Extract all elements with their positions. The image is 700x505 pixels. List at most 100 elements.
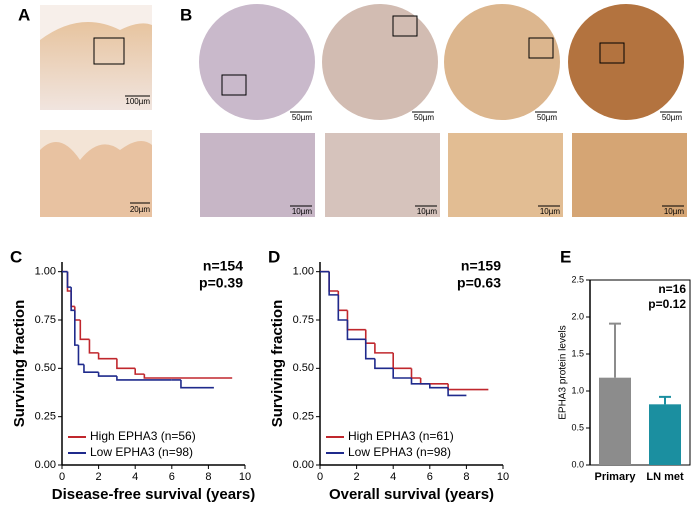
y-axis-title: Surviving fraction xyxy=(269,300,286,428)
x-axis-title: Overall survival (years) xyxy=(329,486,494,503)
x-axis-title: Disease-free survival (years) xyxy=(52,486,255,503)
survival-step xyxy=(392,352,412,370)
bar xyxy=(649,404,681,465)
survival-step xyxy=(374,343,394,354)
survival-step xyxy=(346,310,366,331)
survival-step xyxy=(364,339,375,360)
tissue-core xyxy=(322,4,438,120)
survival-step xyxy=(447,383,489,391)
inset-box xyxy=(528,37,554,59)
scale-label: 20µm xyxy=(130,205,151,214)
x-tick-label: Primary xyxy=(595,471,637,483)
legend-label: High EPHA3 (n=56) xyxy=(90,429,196,443)
y-tick-label: 1.00 xyxy=(293,266,314,278)
survival-step xyxy=(88,339,99,354)
x-tick-label: LN met xyxy=(646,471,684,483)
y-tick-label: 0.0 xyxy=(571,459,584,469)
panel-label: D xyxy=(268,247,280,266)
inset-box xyxy=(221,74,247,96)
survival-step xyxy=(346,320,366,341)
scale-label: 10µm xyxy=(664,207,685,216)
inset-box xyxy=(392,15,418,37)
survival-step xyxy=(429,383,449,389)
y-tick-label: 0.5 xyxy=(571,422,584,432)
annotation: n=16 xyxy=(658,282,686,296)
y-tick-label: 2.5 xyxy=(571,274,584,284)
tissue xyxy=(40,141,152,217)
survival-step xyxy=(364,329,375,344)
error-bar xyxy=(659,395,671,405)
x-tick-label: 10 xyxy=(239,471,251,483)
panel-label: A xyxy=(18,5,30,24)
annotation: p=0.12 xyxy=(648,297,686,311)
x-tick-label: 4 xyxy=(132,471,138,483)
survival-step xyxy=(143,374,233,379)
y-tick-label: 0.75 xyxy=(35,314,56,326)
annotation: p=0.63 xyxy=(457,275,501,291)
panel-label: B xyxy=(180,5,192,24)
survival-step xyxy=(83,364,99,373)
x-tick-label: 2 xyxy=(354,471,360,483)
inset-box xyxy=(599,42,625,64)
y-tick-label: 0.50 xyxy=(293,362,314,374)
survival-step xyxy=(74,310,79,346)
survival-step xyxy=(180,379,214,389)
scale-label: 10µm xyxy=(540,207,561,216)
survival-step xyxy=(392,368,412,379)
survival-step xyxy=(66,271,72,288)
y-tick-label: 1.5 xyxy=(571,348,584,358)
x-tick-label: 0 xyxy=(59,471,65,483)
micrograph xyxy=(200,133,315,217)
survival-step xyxy=(410,378,430,385)
x-tick-label: 8 xyxy=(205,471,211,483)
survival-step xyxy=(447,387,467,397)
y-tick-label: 2.0 xyxy=(571,311,584,321)
inset-box xyxy=(93,37,125,65)
y-tick-label: 0.00 xyxy=(35,459,56,471)
micrograph xyxy=(325,133,440,217)
survival-step xyxy=(337,291,348,312)
y-tick-label: 1.0 xyxy=(571,385,584,395)
survival-step xyxy=(410,368,421,379)
panel-label: E xyxy=(560,247,571,266)
legend-label: Low EPHA3 (n=98) xyxy=(90,445,193,459)
survival-step xyxy=(134,368,145,375)
annotation: p=0.39 xyxy=(199,275,243,291)
scale-label: 100µm xyxy=(125,97,150,106)
tissue-core xyxy=(444,4,560,120)
y-tick-label: 0.75 xyxy=(293,314,314,326)
survival-step xyxy=(419,378,449,385)
survival-step xyxy=(97,352,117,360)
panel-label: C xyxy=(10,247,22,266)
x-tick-label: 2 xyxy=(96,471,102,483)
survival-step xyxy=(116,376,172,381)
survival-step xyxy=(70,287,75,312)
x-tick-label: 8 xyxy=(463,471,469,483)
scale-label: 50µm xyxy=(537,113,558,122)
survival-step xyxy=(116,358,136,370)
y-tick-label: 1.00 xyxy=(35,266,56,278)
error-bar xyxy=(609,322,621,378)
x-tick-label: 6 xyxy=(169,471,175,483)
x-tick-label: 10 xyxy=(497,471,509,483)
scale-label: 10µm xyxy=(292,207,313,216)
survival-step xyxy=(374,358,394,370)
survival-step xyxy=(328,271,339,296)
tissue-core xyxy=(199,4,315,120)
survival-step xyxy=(97,372,117,377)
micrograph xyxy=(572,133,687,217)
survival-step xyxy=(328,271,339,292)
survival-step xyxy=(337,294,348,321)
annotation: n=154 xyxy=(203,258,243,274)
y-axis-title: EPHA3 protein levels xyxy=(558,325,569,420)
bar xyxy=(599,377,631,465)
x-tick-label: 4 xyxy=(390,471,396,483)
scale-label: 50µm xyxy=(292,113,313,122)
survival-step xyxy=(79,320,90,341)
survival-step xyxy=(77,345,84,366)
scale-label: 50µm xyxy=(662,113,683,122)
plot-frame xyxy=(589,279,691,466)
survival-step xyxy=(74,306,81,321)
scale-label: 50µm xyxy=(414,113,435,122)
y-axis-title: Surviving fraction xyxy=(11,300,28,428)
